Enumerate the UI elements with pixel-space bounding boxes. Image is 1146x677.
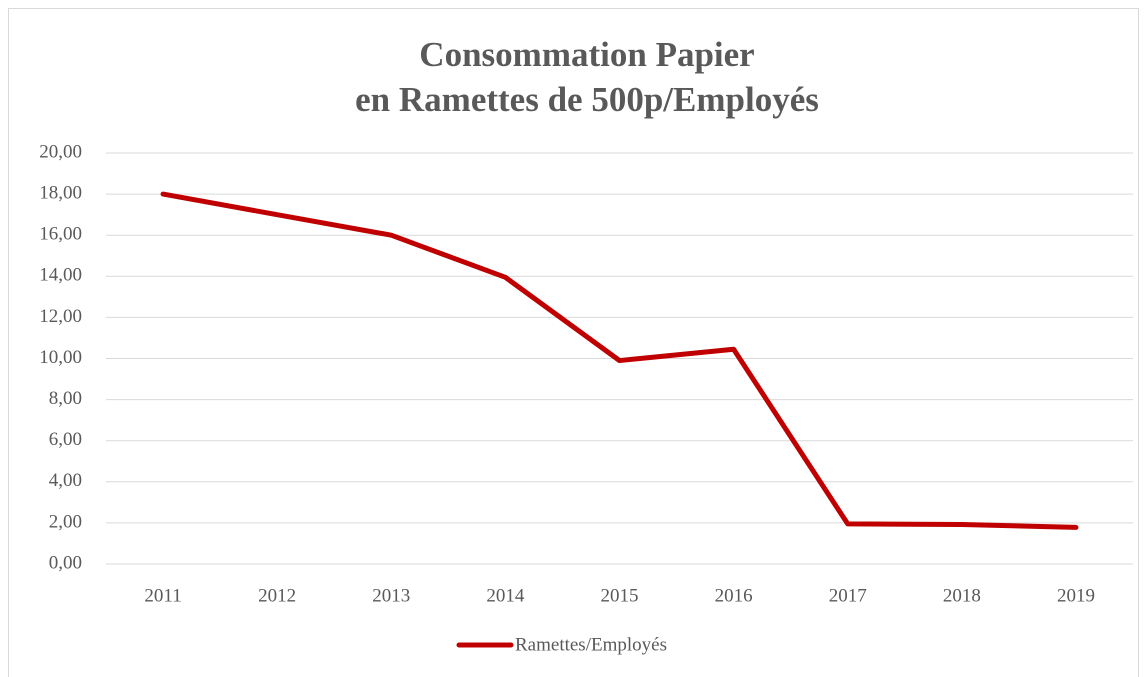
y-tick-label: 16,00 <box>39 224 82 245</box>
chart-title: en Ramettes de 500p/Employés <box>355 80 819 119</box>
x-tick-label: 2012 <box>258 585 296 606</box>
y-tick-label: 0,00 <box>49 552 82 573</box>
y-tick-label: 18,00 <box>39 182 82 203</box>
x-tick-label: 2017 <box>829 585 867 606</box>
x-tick-label: 2016 <box>715 585 753 606</box>
y-tick-label: 12,00 <box>39 306 82 327</box>
y-tick-label: 20,00 <box>39 141 82 162</box>
y-tick-label: 4,00 <box>49 470 82 491</box>
y-tick-label: 2,00 <box>49 511 82 532</box>
y-tick-label: 8,00 <box>49 388 82 409</box>
data-line <box>160 191 1079 530</box>
y-tick-label: 10,00 <box>39 347 82 368</box>
x-tick-label: 2015 <box>601 585 639 606</box>
y-tick-label: 6,00 <box>49 429 82 450</box>
x-tick-label: 2019 <box>1057 585 1095 606</box>
x-tick-label: 2011 <box>144 585 181 606</box>
y-tick-label: 14,00 <box>39 265 82 286</box>
legend-label: Ramettes/Employés <box>515 634 667 655</box>
chart-border <box>8 8 1139 677</box>
x-tick-label: 2018 <box>943 585 981 606</box>
x-tick-label: 2014 <box>486 585 525 606</box>
chart-title: Consommation Papier <box>419 35 754 74</box>
x-tick-label: 2013 <box>372 585 410 606</box>
